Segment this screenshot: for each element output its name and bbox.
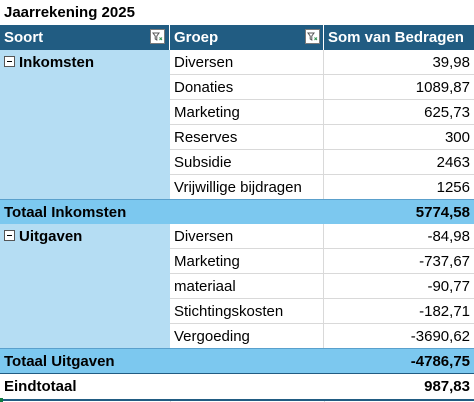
bedrag-cell[interactable]: 1256 [324,175,474,200]
table-row: Donaties 1089,87 [0,75,474,100]
subtotal-row-uitgaven: Totaal Uitgaven -4786,75 [0,348,474,375]
group-label-inkomsten[interactable]: Inkomsten [0,50,170,75]
subtotal-value[interactable]: -4786,75 [410,353,470,370]
table-row: Vergoeding -3690,62 [0,324,474,349]
bedrag-cell[interactable]: -737,67 [324,249,474,274]
subtotal-label[interactable]: Totaal Inkomsten [4,204,127,221]
group-label-row: Uitgaven [0,224,474,249]
table-row: Diversen -84,98 [0,224,474,249]
group-label-text: Inkomsten [19,54,95,71]
collapse-minus-icon[interactable] [4,230,15,242]
bedrag-cell[interactable]: 300 [324,125,474,150]
table-row: Diversen 39,98 [0,50,474,75]
bedrag-cell[interactable]: -84,98 [324,224,474,249]
table-row: materiaal -90,77 [0,274,474,299]
table-row: Stichtingskosten -182,71 [0,299,474,324]
subtotal-label[interactable]: Totaal Uitgaven [4,353,115,370]
table-row: Marketing -737,67 [0,249,474,274]
table-row: Subsidie 2463 [0,150,474,175]
table-row: Marketing 625,73 [0,100,474,125]
collapse-minus-icon[interactable] [4,56,15,68]
bedrag-cell[interactable]: -182,71 [324,299,474,324]
groep-cell[interactable]: Donaties [170,75,324,100]
filter-icon[interactable] [305,29,320,44]
filter-icon[interactable] [150,29,165,44]
group-cell-uitgaven [0,224,170,349]
groep-cell[interactable]: Stichtingskosten [170,299,324,324]
subtotal-value[interactable]: 5774,58 [415,204,470,221]
groep-cell[interactable]: Vergoeding [170,324,324,349]
pivot-header-row: Soort Groep Som van Bedragen [0,25,474,50]
groep-cell[interactable]: Diversen [170,224,324,249]
group-label-uitgaven[interactable]: Uitgaven [0,224,170,249]
header-soort[interactable]: Soort [0,25,170,50]
bedrag-cell[interactable]: 625,73 [324,100,474,125]
group-label-text: Uitgaven [19,228,83,245]
bedrag-cell[interactable]: 39,98 [324,50,474,75]
bedrag-cell[interactable]: 1089,87 [324,75,474,100]
header-groep[interactable]: Groep [170,25,324,50]
table-row: Vrijwillige bijdragen 1256 [0,175,474,200]
groep-cell[interactable]: materiaal [170,274,324,299]
groep-cell[interactable]: Marketing [170,249,324,274]
report-title[interactable]: Jaarrekening 2025 [4,4,135,21]
group-label-row: Inkomsten [0,50,474,75]
bedrag-cell[interactable]: -3690,62 [324,324,474,349]
groep-cell[interactable]: Vrijwillige bijdragen [170,175,324,200]
group-cell-inkomsten [0,50,170,200]
bedrag-cell[interactable]: 2463 [324,150,474,175]
bedrag-cell[interactable]: -90,77 [324,274,474,299]
groep-cell[interactable]: Subsidie [170,150,324,175]
groep-cell[interactable]: Diversen [170,50,324,75]
table-row: Reserves 300 [0,125,474,150]
title-row: Jaarrekening 2025 [0,0,474,25]
grand-total-row: Eindtotaal 987,83 [0,373,474,401]
grand-total-label[interactable]: Eindtotaal [4,378,77,395]
grand-total-value[interactable]: 987,83 [424,378,470,395]
subtotal-row-inkomsten: Totaal Inkomsten 5774,58 [0,199,474,226]
header-bedrag[interactable]: Som van Bedragen [328,29,464,46]
groep-cell[interactable]: Marketing [170,100,324,125]
groep-cell[interactable]: Reserves [170,125,324,150]
selection-handle[interactable] [0,398,3,402]
